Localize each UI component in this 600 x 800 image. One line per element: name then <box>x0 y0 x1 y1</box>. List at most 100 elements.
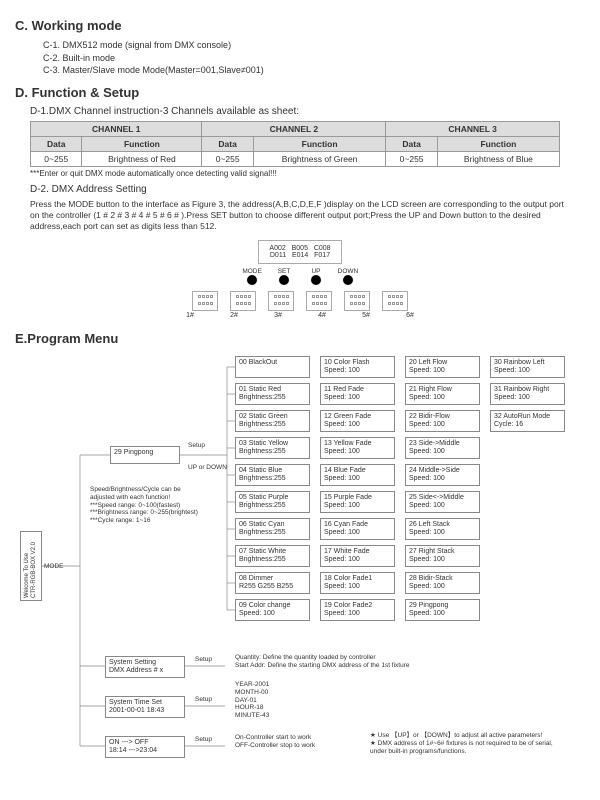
dot-icon <box>279 275 289 285</box>
menu-box: 02 Static Green Brightness:255 <box>235 410 310 432</box>
menu-box: 04 Static Blue Brightness:255 <box>235 464 310 486</box>
lcd-diagram: A002 B005 C008 D011 E014 F017 MODE SET U… <box>15 240 585 319</box>
program-menu-diagram: 00 BlackOut 01 Static Red Brightness:255 0… <box>20 356 585 776</box>
menu-box: Welcome To Use CTR-RGB-BOX V2.0 <box>20 531 42 601</box>
menu-label: Setup <box>195 696 212 704</box>
menu-label: Setup <box>188 442 205 450</box>
th: Data <box>202 136 253 151</box>
menu-box: 15 Purple Fade Speed: 100 <box>320 491 395 513</box>
port <box>268 291 294 311</box>
port-label: 3# <box>256 312 300 319</box>
menu-box: 07 Static White Brightness:255 <box>235 545 310 567</box>
menu-box: 27 Right Stack Speed: 100 <box>405 545 480 567</box>
menu-box: 29 Pingpong <box>110 446 180 464</box>
btn-label: SET <box>269 268 299 275</box>
menu-label: Setup <box>195 656 212 664</box>
sec-c-title: C. Working mode <box>15 18 585 33</box>
d2-para: Press the MODE button to the interface a… <box>30 199 570 232</box>
d1-title: D-1.DMX Channel instruction-3 Channels a… <box>30 106 585 117</box>
menu-box: 20 Left Flow Speed: 100 <box>405 356 480 378</box>
footnote: ★ Use 【UP】or 【DOWN】to adjust all active … <box>370 732 553 755</box>
menu-box: 12 Green Fade Speed: 100 <box>320 410 395 432</box>
menu-label: UP or DOWN <box>188 464 227 472</box>
th: Data <box>31 136 82 151</box>
menu-box: 32 AutoRun Mode Cycle: 16 <box>490 410 565 432</box>
th: Function <box>437 136 559 151</box>
menu-box: 19 Color Fade2 Speed: 100 <box>320 599 395 621</box>
td: Brightness of Red <box>82 151 202 166</box>
th: CHANNEL 3 <box>386 121 560 136</box>
td: Brightness of Blue <box>437 151 559 166</box>
dot-icon <box>343 275 353 285</box>
menu-box: 29 Pingpong Speed: 100 <box>405 599 480 621</box>
menu-box: 14 Blue Fade Speed: 100 <box>320 464 395 486</box>
menu-box: 05 Static Purple Brightness:255 <box>235 491 310 513</box>
menu-label: Quantity: Define the quantity loaded by … <box>235 654 410 670</box>
menu-box: 13 Yellow Fade Speed: 100 <box>320 437 395 459</box>
menu-box: 28 Bidir-Stack Speed: 100 <box>405 572 480 594</box>
dot-icon <box>247 275 257 285</box>
port <box>306 291 332 311</box>
menu-box: 06 Static Cyan Brightness:255 <box>235 518 310 540</box>
td: 0~255 <box>202 151 253 166</box>
menu-box: 25 Side<->Middle Speed: 100 <box>405 491 480 513</box>
port <box>192 291 218 311</box>
d2-title: D-2. DMX Address Setting <box>30 184 585 195</box>
sec-c-item: C-1. DMX512 mode (signal from DMX consol… <box>43 39 585 52</box>
th: Data <box>386 136 437 151</box>
menu-box: 09 Color change Speed: 100 <box>235 599 310 621</box>
dot-icon <box>311 275 321 285</box>
port-label: 2# <box>212 312 256 319</box>
td: 0~255 <box>31 151 82 166</box>
port-label: 6# <box>388 312 432 319</box>
sec-d-title: D. Function & Setup <box>15 85 585 100</box>
lcd-cell: A002 <box>269 245 285 252</box>
th: CHANNEL 1 <box>31 121 202 136</box>
menu-label: On-Controller start to work OFF-Controll… <box>235 734 315 750</box>
menu-label: YEAR-2001 MONTH-00 DAY-01 HOUR-18 MINUTE… <box>235 681 269 720</box>
sec-c-item: C-2. Built-in mode <box>43 52 585 65</box>
menu-label: Speed/Brightness/Cycle can be adjusted w… <box>90 486 198 525</box>
port-label: 4# <box>300 312 344 319</box>
btn-label: DOWN <box>333 268 363 275</box>
menu-box: 18 Color Fade1 Speed: 100 <box>320 572 395 594</box>
menu-box: 16 Cyan Fade Speed: 100 <box>320 518 395 540</box>
lcd-cell: C008 <box>314 245 331 252</box>
td: Brightness of Green <box>253 151 386 166</box>
d1-note: ***Enter or quit DMX mode automatically … <box>30 169 585 178</box>
lcd-cell: D011 <box>270 252 286 259</box>
menu-box: 31 Rainbow Right Speed: 100 <box>490 383 565 405</box>
menu-label: Setup <box>195 736 212 744</box>
menu-box: 00 BlackOut <box>235 356 310 378</box>
menu-box: 21 Right Flow Speed: 100 <box>405 383 480 405</box>
lcd-cell: B005 <box>292 245 308 252</box>
port-label: 5# <box>344 312 388 319</box>
btn-label: UP <box>301 268 331 275</box>
td: 0~255 <box>386 151 437 166</box>
sec-c-item: C-3. Master/Slave mode Mode(Master=001,S… <box>43 64 585 77</box>
menu-box: 23 Side->Middle Speed: 100 <box>405 437 480 459</box>
channel-table: CHANNEL 1 CHANNEL 2 CHANNEL 3 Data Funct… <box>30 121 560 167</box>
menu-box: 08 Dimmer R255 G255 B255 <box>235 572 310 594</box>
th: Function <box>82 136 202 151</box>
lcd-cell: E014 <box>292 252 308 259</box>
port <box>230 291 256 311</box>
menu-box: ON ---> OFF 18:14 --->23:04 <box>105 736 185 758</box>
menu-box: 26 Left Stack Speed: 100 <box>405 518 480 540</box>
menu-box: 03 Static Yellow Brightness:255 <box>235 437 310 459</box>
menu-box: 30 Rainbow Left Speed: 100 <box>490 356 565 378</box>
menu-box: 01 Static Red Brightness:255 <box>235 383 310 405</box>
port <box>344 291 370 311</box>
btn-label: MODE <box>237 268 267 275</box>
menu-box: 11 Red Fade Speed: 100 <box>320 383 395 405</box>
menu-label: MODE <box>44 563 64 571</box>
port <box>382 291 408 311</box>
th: Function <box>253 136 386 151</box>
port-label: 1# <box>168 312 212 319</box>
menu-box: 24 Middle->Side Speed: 100 <box>405 464 480 486</box>
menu-box: 17 White Fade Speed: 100 <box>320 545 395 567</box>
th: CHANNEL 2 <box>202 121 386 136</box>
menu-box: 10 Color Flash Speed: 100 <box>320 356 395 378</box>
menu-box: 22 Bidir-Flow Speed: 100 <box>405 410 480 432</box>
menu-box: System Time Set 2001-00-01 18:43 <box>105 696 185 718</box>
